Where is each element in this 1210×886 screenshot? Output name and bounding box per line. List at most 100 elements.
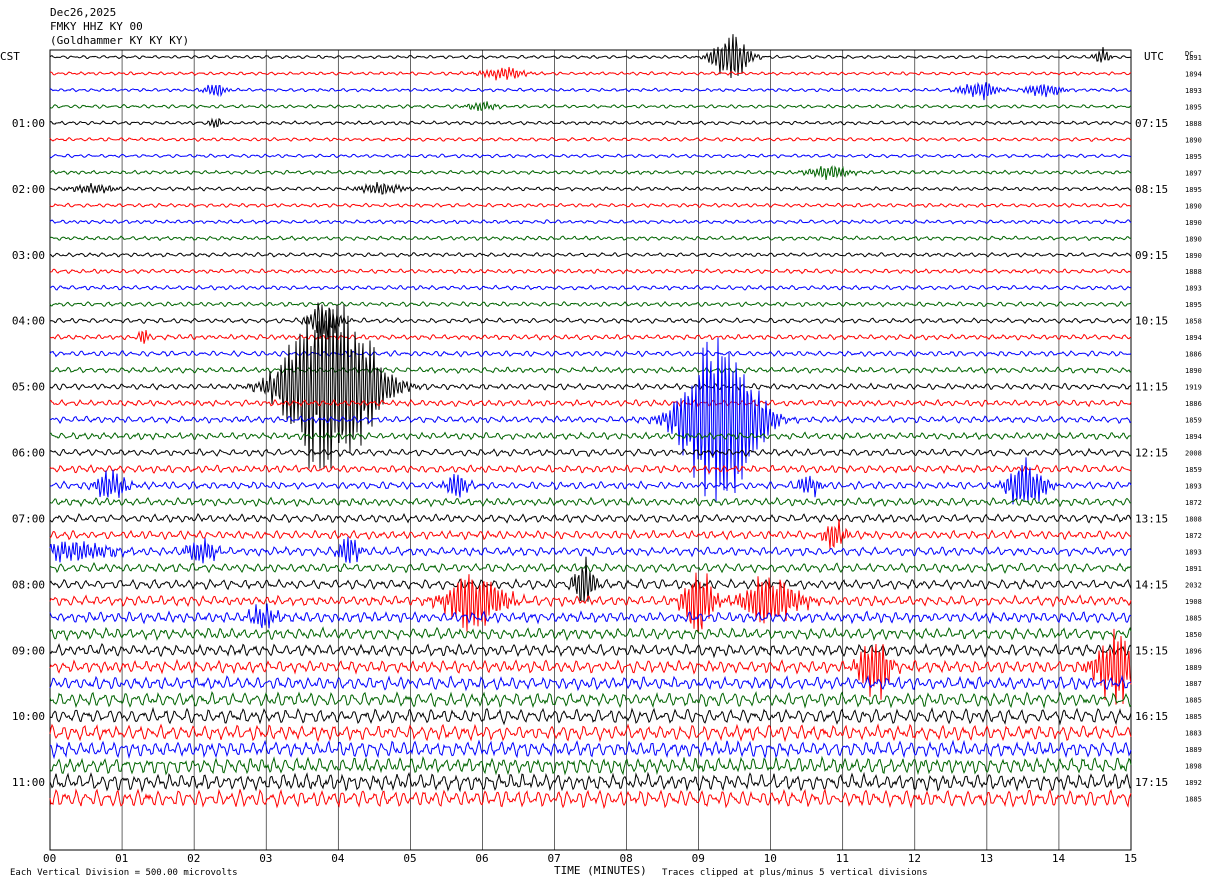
date-label: Dec26,2025 [50,6,117,19]
trace-line [49,268,1132,275]
dc-offset-value: 2032 [1185,581,1202,589]
x-tick-label: 02 [187,852,201,865]
dc-offset-value: 1859 [1185,417,1202,425]
right-time-label: 09:15 [1135,249,1168,262]
trace-line [49,706,1132,726]
x-tick-label: 08 [619,852,633,865]
dc-offset-value: 1894 [1185,334,1202,342]
dc-offset-value: 1908 [1185,598,1202,606]
x-tick-label: 06 [475,852,489,865]
trace-line [49,603,1132,629]
trace-line [49,398,1132,408]
right-time-label: 12:15 [1135,447,1168,460]
dc-offset-value: 1894 [1185,70,1202,78]
x-tick-label: 07 [547,852,561,865]
right-time-label: 07:15 [1135,117,1168,130]
x-tick-label: 09 [691,852,705,865]
left-time-label: 07:00 [12,512,45,525]
plot-frame [49,49,1132,851]
trace-line [49,117,1132,128]
left-time-label: 02:00 [12,183,45,196]
trace-line [49,626,1132,642]
dc-offset-value: 1890 [1185,252,1202,260]
trace-line [49,739,1132,760]
trace-line [49,165,1132,180]
dc-offset-value: 1859 [1185,466,1202,474]
trace-line [49,34,1132,79]
trace-line [49,723,1132,743]
trace-line [49,136,1132,142]
trace-line [49,513,1132,524]
right-time-label: 08:15 [1135,183,1168,196]
dc-offset-value: 1892 [1185,779,1202,787]
dc-offset-value: 1886 [1185,400,1202,408]
x-tick-label: 10 [763,852,777,865]
left-time-label: 04:00 [12,315,45,328]
dc-offset-value: 1886 [1185,351,1202,359]
dc-column-label: DC [1185,50,1194,58]
dc-offset-value: 1891 [1185,565,1202,573]
trace-line [49,771,1132,793]
dc-offset-value: 1890 [1185,367,1202,375]
trace-line [49,464,1132,475]
trace-line [49,690,1132,709]
right-time-label: 13:15 [1135,512,1168,525]
trace-line [49,337,1132,502]
x-tick-label: 13 [979,852,994,865]
x-tick-label: 03 [259,852,273,865]
right-time-label: 11:15 [1135,381,1168,394]
dc-offset-labels: 1891 1894 1893 1895 1888 1890 1895 1897 1895 1890… [1185,54,1202,804]
trace-line [49,251,1132,258]
dc-offset-value: 1850 [1185,631,1202,639]
dc-offset-value: 1896 [1185,647,1202,655]
trace-line [49,302,1132,340]
x-tick-label: 01 [115,852,129,865]
trace-line [49,153,1132,159]
right-time-label: 10:15 [1135,315,1168,328]
trace-line [49,431,1132,441]
dc-offset-value: 1872 [1185,532,1202,540]
dc-offset-value: 1858 [1185,318,1202,326]
right-time-label: 15:15 [1135,644,1168,657]
dc-offset-value: 1885 [1185,713,1202,721]
dc-offset-value: 1885 [1185,614,1202,622]
right-time-label: 16:15 [1135,710,1168,723]
station-label: FMKY HHZ KY 00 [50,20,143,33]
left-time-label: 11:00 [12,776,45,789]
trace-line [49,556,1132,603]
trace-line [49,366,1132,374]
x-tick-label: 05 [403,852,417,865]
trace-line [49,81,1132,101]
dc-offset-value: 2008 [1185,450,1202,458]
dc-offset-value: 1890 [1185,235,1202,243]
trace-line [49,496,1132,508]
dc-offset-value: 1891 [1185,54,1202,62]
clip-note: Traces clipped at plus/minus 5 vertical … [662,868,928,878]
dc-offset-value: 1893 [1185,548,1202,556]
trace-line [49,284,1132,291]
trace-line [49,674,1132,692]
dc-offset-value: 1919 [1185,384,1202,392]
trace-line [49,628,1132,705]
dc-offset-value: 1887 [1185,680,1202,688]
trace-line [49,642,1132,659]
dc-offset-value: 1894 [1185,433,1202,441]
trace-line [49,219,1132,225]
trace-line [49,572,1132,632]
dc-offset-value: 1889 [1185,664,1202,672]
dc-offset-value: 1888 [1185,268,1202,276]
location-label: (Goldhammer KY KY KY) [50,34,190,47]
right-time-label: 17:15 [1135,776,1168,789]
dc-offset-value: 1890 [1185,136,1202,144]
dc-offset-value: 1883 [1185,730,1202,738]
dc-offset-value: 1895 [1185,301,1202,309]
left-time-label: 05:00 [12,381,45,394]
dc-offset-value: 1893 [1185,482,1202,490]
trace-line [49,330,1132,344]
x-tick-label: 12 [907,852,922,865]
right-time-label: 14:15 [1135,578,1168,591]
left-time-labels: 01:00 02:00 03:00 04:00 05:00 06:00 07:00 08:00… [12,117,45,789]
dc-offset-value: 1872 [1185,499,1202,507]
left-time-label: 06:00 [12,447,45,460]
right-time-labels: 07:15 08:15 09:15 10:15 11:15 12:15 13:15 14:15… [1135,117,1168,789]
